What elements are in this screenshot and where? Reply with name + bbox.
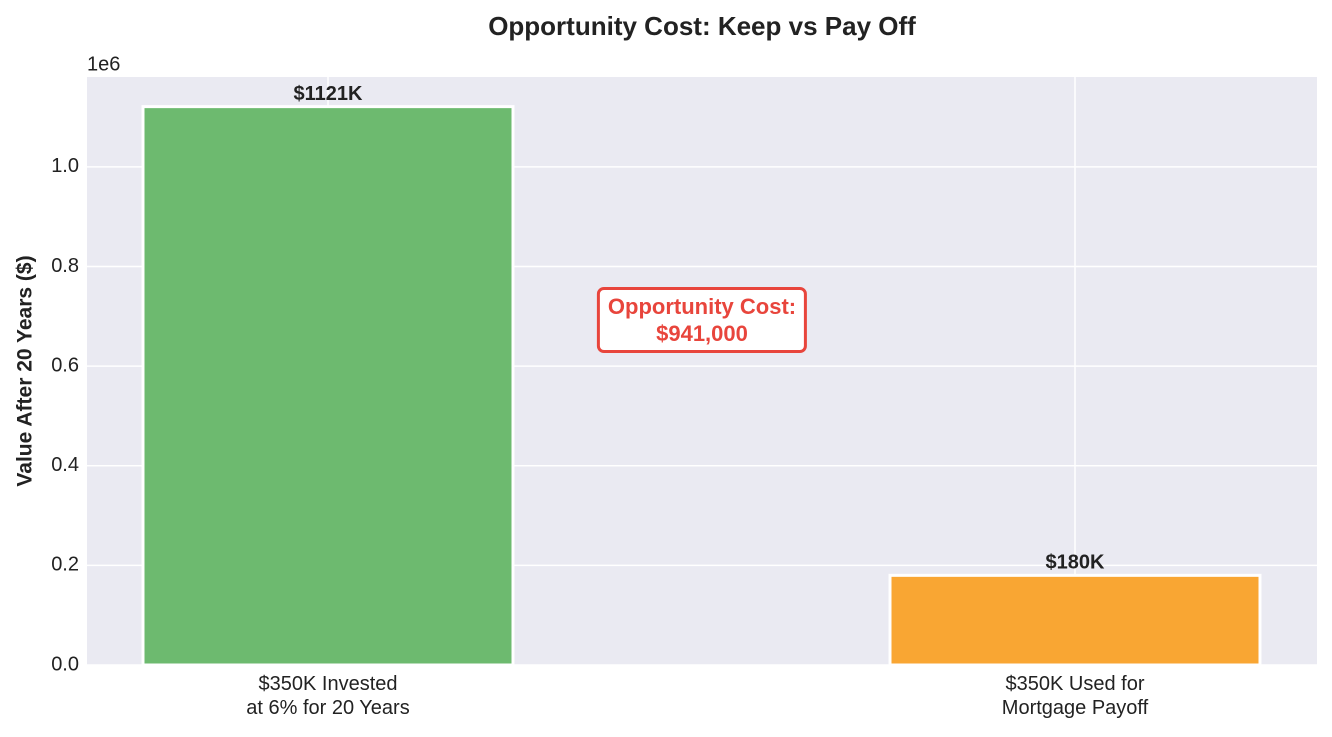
annotation: Opportunity Cost: $941,000 xyxy=(596,287,808,353)
y-offset-label: 1e6 xyxy=(87,53,120,75)
x-tick-label: $350K Used for Mortgage Payoff xyxy=(1001,673,1149,719)
y-tick-label: 0.2 xyxy=(51,554,79,576)
y-tick-label: 1.0 xyxy=(51,155,79,177)
y-tick-label: 0.8 xyxy=(51,255,79,277)
value-label: $1121K xyxy=(294,83,364,105)
chart-title: Opportunity Cost: Keep vs Pay Off xyxy=(488,11,916,41)
bar xyxy=(141,105,515,667)
y-tick-label: 0.6 xyxy=(51,354,79,376)
y-axis-label: Value After 20 Years ($) xyxy=(14,255,37,486)
y-tick-label: 0.0 xyxy=(51,653,79,675)
value-label: $180K xyxy=(1046,552,1105,574)
y-tick-label: 0.4 xyxy=(51,454,79,476)
bar xyxy=(888,573,1262,667)
x-tick-label: $350K Invested at 6% for 20 Years xyxy=(246,673,410,719)
